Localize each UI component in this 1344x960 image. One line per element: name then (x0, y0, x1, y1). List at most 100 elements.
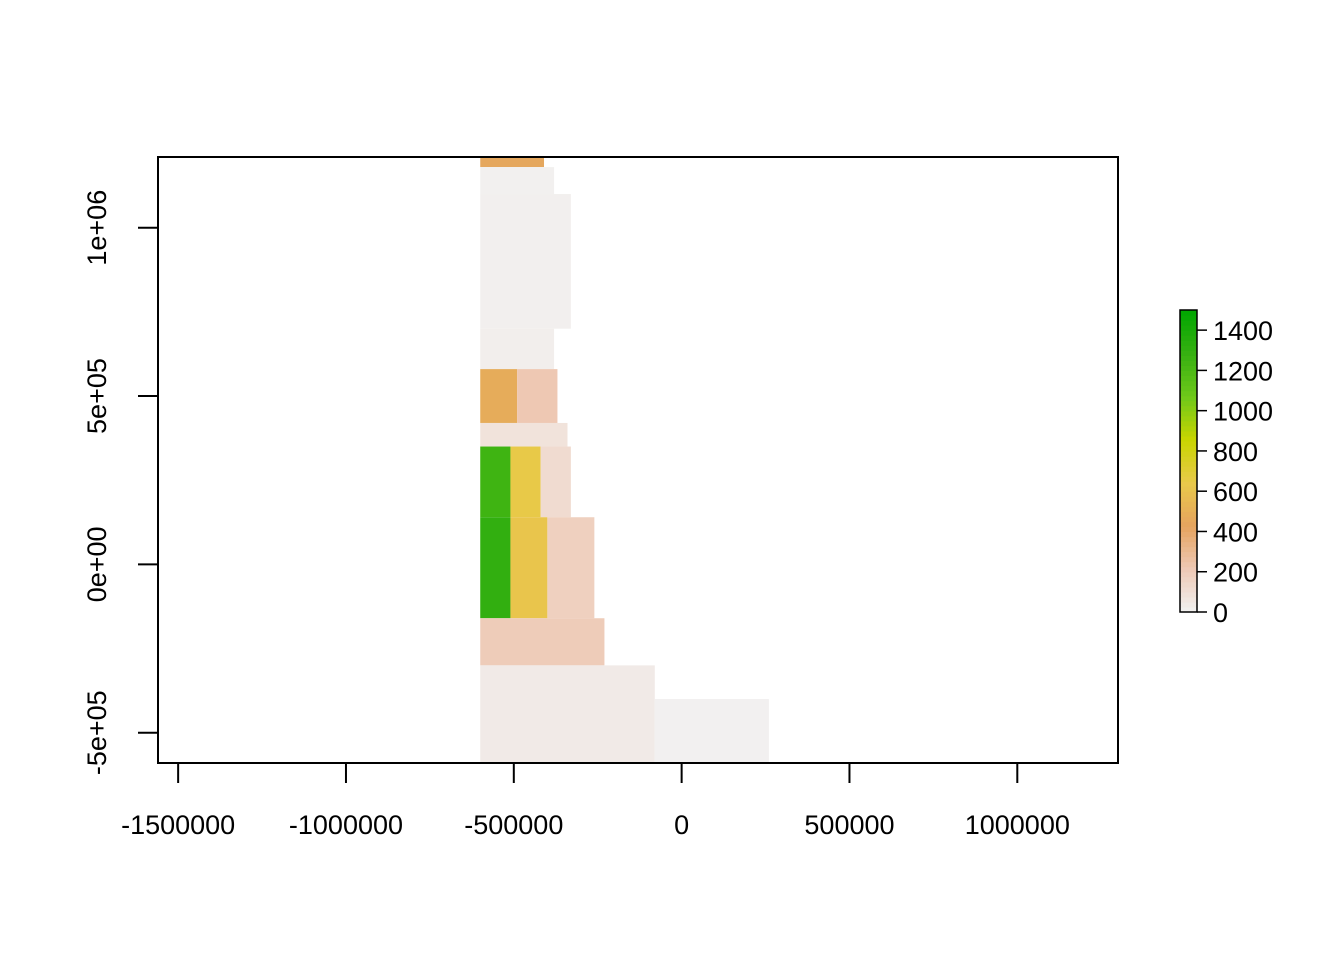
raster-cell (480, 194, 571, 329)
legend-color-band (1180, 551, 1197, 558)
legend-tick-label: 400 (1213, 517, 1258, 547)
legend-color-band (1180, 405, 1197, 412)
color-legend: 0 200 400 600 800 1000 1200 1400 (1179, 309, 1273, 628)
raster-cell (480, 665, 655, 763)
legend-color-band (1180, 365, 1197, 371)
legend-color-band (1180, 435, 1197, 442)
legend-color-band (1180, 591, 1197, 598)
legend-color-band (1180, 345, 1197, 351)
y-axis: -5e+05 0e+00 5e+05 1e+06 (82, 190, 159, 775)
legend-frame (1179, 309, 1198, 613)
legend-tick-label: 200 (1213, 558, 1258, 588)
legend-color-band (1180, 471, 1197, 477)
legend-color-band (1180, 395, 1197, 402)
raster-cell (480, 618, 605, 666)
x-tick-label: -1500000 (121, 810, 235, 840)
raster-cell (510, 517, 548, 619)
legend-color-band (1180, 350, 1197, 356)
legend-color-band (1180, 430, 1197, 437)
legend-color-band (1180, 491, 1197, 497)
legend-color-band (1180, 310, 1197, 316)
legend-color-band (1180, 360, 1197, 366)
legend-color-band (1180, 511, 1197, 517)
legend-color-band (1180, 476, 1197, 482)
raster-cell (480, 328, 555, 370)
legend-color-band (1180, 340, 1197, 346)
legend-color-band (1180, 501, 1197, 507)
legend-color-band (1180, 330, 1197, 336)
x-tick-label: 500000 (804, 810, 894, 840)
legend-color-band (1180, 536, 1197, 543)
legend-color-band (1180, 481, 1197, 487)
legend-color-band (1180, 516, 1197, 522)
legend-color-band (1180, 541, 1197, 548)
y-tick-label: 1e+06 (82, 190, 112, 266)
legend-color-band (1180, 445, 1197, 452)
x-tick-label: -1000000 (289, 810, 403, 840)
legend-color-band (1180, 385, 1197, 392)
legend-tick-label: 1000 (1213, 397, 1273, 427)
legend-color-band (1180, 556, 1197, 563)
legend-color-band (1180, 506, 1197, 512)
x-tick-label: 1000000 (965, 810, 1070, 840)
raster-cell (540, 446, 571, 518)
x-axis: -1500000 -1000000 -500000 0 500000 1000000 (121, 762, 1070, 840)
raster-cell (547, 517, 595, 619)
raster-layer (480, 157, 769, 763)
raster-cell (480, 167, 555, 195)
legend-color-band (1180, 521, 1197, 528)
legend-color-band (1180, 486, 1197, 492)
legend-color-band (1180, 576, 1197, 583)
legend-color-band (1180, 606, 1197, 613)
legend-color-band (1180, 561, 1197, 568)
legend-color-band (1180, 581, 1197, 588)
legend-color-band (1180, 335, 1197, 341)
legend-color-band (1180, 320, 1197, 326)
legend-color-band (1180, 425, 1197, 432)
y-tick-label: 5e+05 (82, 358, 112, 434)
raster-cell (654, 699, 769, 763)
x-tick-label: -500000 (464, 810, 563, 840)
legend-color-band (1180, 531, 1197, 538)
legend-color-band (1180, 571, 1197, 578)
legend-tick-label: 0 (1213, 598, 1228, 628)
legend-color-band (1180, 455, 1197, 462)
legend-color-band (1180, 526, 1197, 533)
legend-color-band (1180, 415, 1197, 422)
legend-color-band (1180, 370, 1197, 377)
legend-color-band (1180, 440, 1197, 447)
y-tick-label: 0e+00 (82, 526, 112, 602)
raster-cell (480, 446, 511, 518)
legend-color-band (1180, 420, 1197, 427)
raster-cell (480, 517, 511, 619)
legend-color-band (1180, 390, 1197, 397)
legend-color-band (1180, 496, 1197, 502)
legend-color-band (1180, 410, 1197, 417)
legend-color-band (1180, 466, 1197, 472)
y-tick-label: -5e+05 (82, 690, 112, 775)
legend-tick-label: 800 (1213, 437, 1258, 467)
legend-color-band (1180, 566, 1197, 573)
raster-cell (480, 422, 568, 447)
legend-color-band (1180, 450, 1197, 457)
legend-tick-label: 600 (1213, 477, 1258, 507)
legend-color-band (1180, 461, 1197, 467)
legend-color-band (1180, 546, 1197, 553)
legend-color-band (1180, 325, 1197, 331)
legend-color-band (1180, 596, 1197, 603)
legend-color-band (1180, 355, 1197, 361)
raster-cell (517, 369, 558, 423)
legend-color-band (1180, 380, 1197, 387)
raster-cell (480, 369, 518, 423)
raster-cell (510, 446, 541, 518)
legend-color-band (1180, 400, 1197, 407)
raster-cell (480, 157, 545, 168)
legend-tick-label: 1400 (1213, 316, 1273, 346)
x-tick-label: 0 (674, 810, 689, 840)
legend-tick-label: 1200 (1213, 356, 1273, 386)
legend-color-band (1180, 601, 1197, 608)
legend-color-band (1180, 315, 1197, 321)
legend-color-band (1180, 586, 1197, 593)
legend-color-band (1180, 375, 1197, 382)
